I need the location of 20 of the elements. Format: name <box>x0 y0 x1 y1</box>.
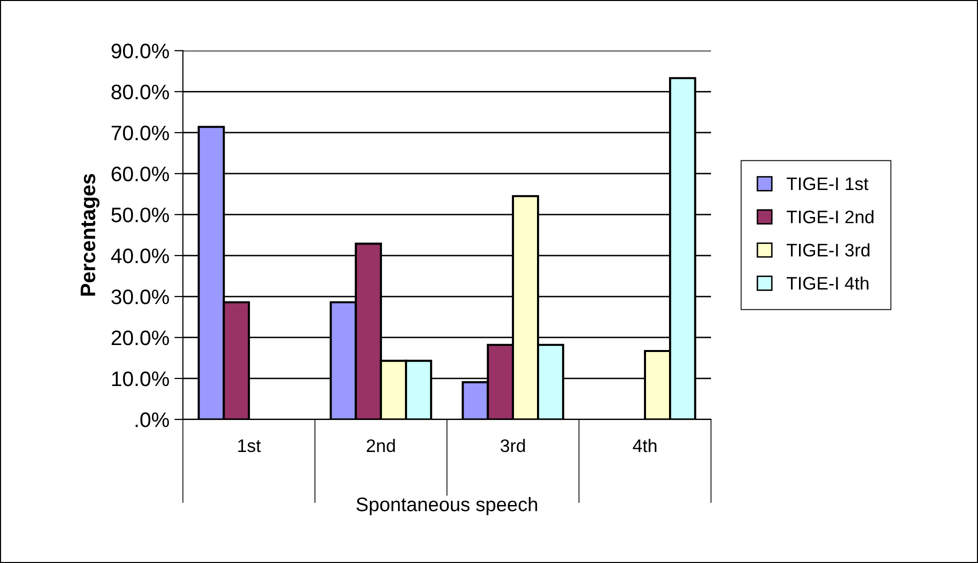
y-tick-label: 60.0% <box>112 166 169 182</box>
y-tick-label: 30.0% <box>111 290 169 304</box>
x-tick-label: 4th <box>632 438 656 452</box>
y-tick-label: 50.0% <box>111 208 169 222</box>
y-tick-label: 10.0% <box>112 371 169 386</box>
y-axis-title: Percentages <box>80 174 100 296</box>
legend-label: TIGE-I 4th <box>786 276 868 290</box>
x-tick-label: 3rd <box>500 438 525 452</box>
legend-label: TIGE-I 1st <box>786 177 868 190</box>
y-tick-label: 20.0% <box>112 330 169 346</box>
y-tick-label: 70.0% <box>112 126 169 140</box>
x-tick-label: 2nd <box>366 438 395 452</box>
x-tick-label: 1st <box>238 440 261 452</box>
legend-label: TIGE-I 2nd <box>786 210 874 224</box>
legend-label: TIGE-I 3rd <box>786 243 870 257</box>
y-tick-label: .0% <box>136 412 169 428</box>
y-tick-label: 80.0% <box>112 84 169 100</box>
y-tick-label: 90.0% <box>112 44 169 58</box>
y-tick-label: 40.0% <box>111 248 169 264</box>
x-axis-title: Spontaneous speech <box>356 497 538 516</box>
